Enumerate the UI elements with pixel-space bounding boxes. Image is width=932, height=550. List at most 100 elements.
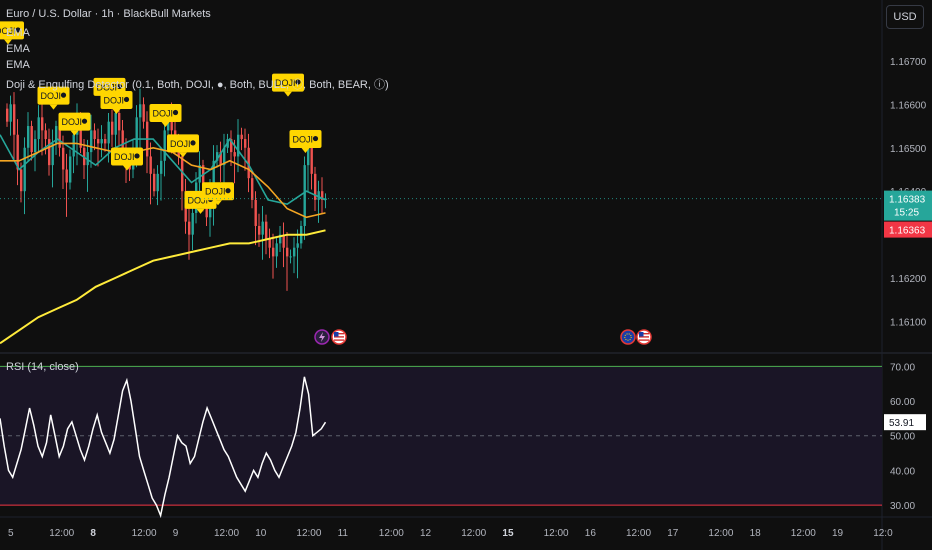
candle-body [275, 243, 278, 257]
eu-flag-icon-stars [624, 333, 632, 341]
ema-line-2[interactable] [0, 142, 326, 219]
doji-engulfing-indicator[interactable]: Doji & Engulfing Detector (0.1, Both, DO… [6, 79, 389, 91]
candle-body [48, 139, 51, 166]
doji-label-text: DOJI [97, 82, 118, 92]
rsi-tick-label: 70.00 [890, 362, 915, 373]
doji-label-pointer [196, 208, 205, 214]
candle-body [219, 152, 222, 166]
candle-body [9, 104, 12, 122]
candle-body [13, 104, 16, 135]
candle-body [279, 234, 282, 244]
candle-body [100, 139, 103, 144]
us-flag-icon-stripe [334, 336, 344, 338]
candle-body [240, 134, 243, 140]
doji-label-dot [134, 153, 140, 159]
candle-body [296, 243, 299, 248]
us-flag-icon[interactable] [331, 329, 347, 345]
ema-indicator-1[interactable]: EMA [6, 27, 30, 39]
time-tick-label: 12:00 [544, 528, 569, 539]
candle-body [317, 191, 320, 200]
doji-label-text: DOJI [153, 108, 174, 118]
symbol-title[interactable]: Euro / U.S. Dollar · 1h · BlackBull Mark… [6, 8, 211, 20]
candle-body [261, 221, 264, 235]
doji-label[interactable]: DOJI [289, 130, 322, 154]
doji-label[interactable]: DOJI [272, 73, 304, 97]
doji-label[interactable]: DOJI [167, 134, 199, 158]
candle-body [51, 143, 54, 166]
eu-flag-icon[interactable] [620, 329, 636, 345]
candle-body [191, 212, 194, 235]
rsi-tick-label: 30.00 [890, 501, 915, 512]
candle-body [135, 117, 138, 148]
doji-label-box [289, 130, 322, 149]
candle-body [6, 108, 9, 122]
us-flag-icon[interactable] [636, 329, 652, 345]
candle-body [163, 130, 166, 161]
bid-price-badge[interactable]: 1.16363 [884, 221, 932, 238]
candle-body [272, 247, 275, 257]
bid-price-value: 1.16363 [889, 226, 926, 237]
candle-body [149, 156, 152, 174]
doji-label-text: DOJI [0, 26, 16, 36]
candle-body [55, 126, 58, 144]
ema-indicator-3[interactable]: EMA [6, 59, 30, 71]
doji-label[interactable]: DOJI [149, 103, 182, 127]
candle-body [212, 160, 215, 192]
time-tick-label: 12:00 [379, 528, 404, 539]
candle-body [254, 199, 257, 226]
candle-body [156, 173, 159, 192]
doji-label-dot [15, 27, 21, 33]
doji-label[interactable]: DOJI [111, 147, 143, 171]
time-tick-label: 15 [502, 528, 514, 539]
candle-body [79, 117, 82, 148]
candle-body [188, 221, 191, 235]
eu-flag-icon-disc [620, 329, 636, 345]
doji-label-pointer [70, 130, 79, 136]
doji-label[interactable]: DOJI [100, 90, 133, 114]
rsi-tick-label: 50.00 [890, 432, 915, 443]
rsi-tick-label: 40.00 [890, 466, 915, 477]
candle-body [69, 156, 72, 183]
doji-label-dot [81, 118, 88, 124]
doji-label[interactable]: DOJI [0, 21, 24, 45]
flash-icon[interactable] [314, 329, 330, 345]
candle-body [90, 130, 93, 153]
price-tick-label: 1.16500 [890, 144, 927, 155]
time-tick-label: 12:00 [708, 528, 733, 539]
ema-indicator-2[interactable]: EMA [6, 43, 30, 55]
candle-body [223, 147, 226, 166]
rsi-label[interactable]: RSI (14, close) [6, 361, 79, 373]
us-flag-icon-canton [639, 332, 644, 337]
rsi-line[interactable] [0, 376, 327, 519]
last-price-badge[interactable]: 1.16383 15:25 [884, 190, 932, 221]
doji-label-text: DOJI [62, 117, 83, 127]
candle-body [258, 225, 261, 235]
rsi-value-badge[interactable]: 53.91 [884, 414, 926, 431]
price-tick-label: 1.16700 [890, 57, 927, 68]
time-tick-label: 12:00 [461, 528, 486, 539]
candle-body [86, 152, 89, 166]
doji-label-box [0, 21, 24, 40]
time-tick-label: 12:00 [791, 528, 816, 539]
last-price-badge-bg [884, 190, 932, 221]
time-tick-label: 17 [667, 528, 679, 539]
candle-body [307, 147, 310, 166]
candle-body [265, 221, 268, 240]
candle-body [244, 139, 247, 148]
doji-label[interactable]: DOJI [202, 182, 234, 206]
candle-body [314, 173, 317, 200]
doji-label[interactable]: DOJI [58, 112, 91, 136]
rsi-value-badge-bg [884, 414, 926, 431]
candle-body [268, 239, 271, 248]
doji-label[interactable]: DOJI [37, 86, 70, 110]
doji-label-box [58, 112, 91, 131]
bar-countdown: 15:25 [894, 208, 919, 219]
doji-label-pointer [179, 152, 187, 158]
doji-label-box [111, 147, 143, 166]
rsi-value-text: 53.91 [889, 418, 914, 429]
candle-body [114, 112, 117, 135]
ema-line-3[interactable] [0, 229, 326, 345]
currency-button[interactable]: USD [886, 5, 924, 29]
